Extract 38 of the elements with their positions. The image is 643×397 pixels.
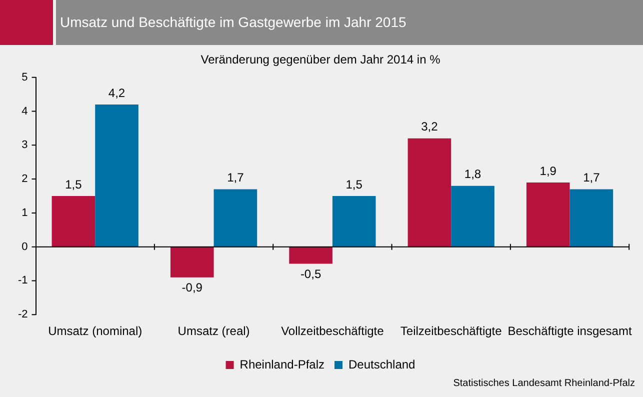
- bar: [289, 246, 332, 264]
- bar: [214, 189, 258, 247]
- x-tick-label: Umsatz (real): [178, 324, 250, 338]
- bar: [95, 104, 138, 247]
- x-tick-label: Beschäftigte insgesamt: [508, 324, 632, 338]
- bar: [332, 196, 376, 247]
- data-label: 3,2: [421, 120, 438, 134]
- y-tick-label: 4: [22, 105, 28, 118]
- bar: [170, 246, 214, 278]
- data-label: 1,5: [346, 177, 363, 192]
- data-label: -0,5: [300, 267, 322, 282]
- y-tick-label: -1: [18, 274, 28, 287]
- bar: [451, 186, 494, 247]
- chart-subtitle: Veränderung gegenüber dem Jahr 2014 in %: [200, 52, 441, 67]
- bar: [526, 182, 570, 247]
- bar: [570, 189, 614, 247]
- legend-label: Rheinland-Pfalz: [240, 357, 325, 372]
- bar: [408, 138, 452, 247]
- data-label: 1,8: [464, 167, 482, 182]
- x-tick-label: Teilzeitbeschäftigte: [400, 324, 502, 338]
- bar: [52, 196, 96, 247]
- y-tick-label: 2: [22, 173, 28, 186]
- text: Statistisches Landesamt Rheinland-Pfalz: [453, 378, 635, 389]
- data-label: 1,7: [227, 170, 244, 185]
- y-tick-label: 3: [22, 139, 28, 152]
- x-tick-label: Umsatz (nominal): [48, 324, 142, 338]
- x-tick-label: Vollzeitbeschäftigte: [281, 324, 384, 338]
- data-label: 1,7: [583, 170, 600, 185]
- data-label: 1,5: [65, 177, 82, 192]
- y-tick-label: 5: [22, 71, 28, 84]
- data-label: 4,2: [108, 86, 126, 100]
- y-tick-label: 1: [22, 206, 28, 219]
- y-tick-label: -2: [18, 308, 28, 321]
- data-label: -0,9: [182, 280, 203, 295]
- chart-title: Umsatz und Beschäftigte im Gastgewerbe im Jahr 2015: [60, 14, 406, 30]
- y-tick-label: 0: [22, 240, 28, 253]
- legend-label: Deutschland: [348, 357, 416, 372]
- data-label: 1,9: [540, 164, 557, 178]
